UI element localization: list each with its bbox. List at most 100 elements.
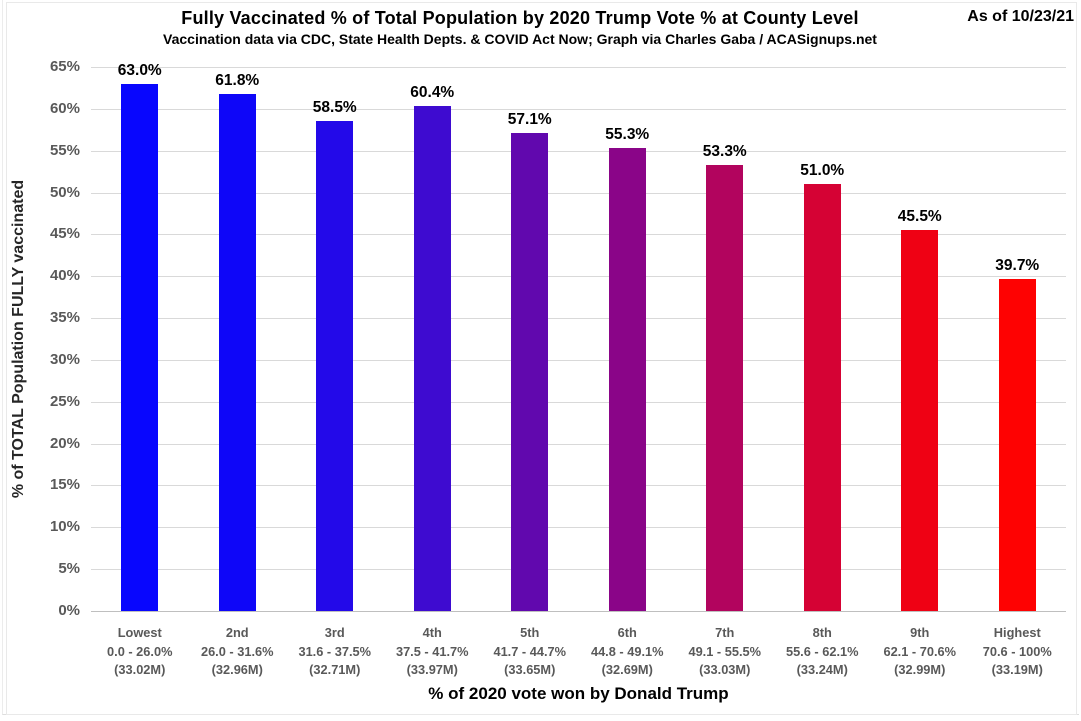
bar-value-label: 61.8% <box>215 71 260 89</box>
bar-value-label: 58.5% <box>312 99 357 117</box>
x-category-rank: 6th <box>617 625 637 640</box>
bar-value-label: 57.1% <box>507 111 552 129</box>
x-category: 5th 41.7 - 44.7% (33.65M) <box>481 624 579 680</box>
gridline <box>91 150 1066 152</box>
x-category-labels: Lowest 0.0 - 26.0% (33.02M) 2nd 26.0 - 31.6%… <box>91 624 1066 680</box>
x-category: 4th 37.5 - 41.7% (33.97M) <box>384 624 482 680</box>
gridline <box>91 234 1066 236</box>
bar-value-label: 51.0% <box>800 162 845 180</box>
x-category-rank: 4th <box>422 625 442 640</box>
bar-value-label: 53.3% <box>702 142 747 160</box>
x-category-range: 26.0 - 31.6% <box>200 643 274 659</box>
y-tick-label: 15% <box>49 476 80 494</box>
x-category-population: (33.02M) <box>114 662 166 677</box>
y-tick-label: 5% <box>58 560 80 578</box>
plot-area: 63.0% 61.8% 58.5% 60.4% 57.1% 55.3% 53.3% 51.0%… <box>91 62 1066 612</box>
x-category-population: (32.71M) <box>309 662 361 677</box>
bar <box>803 184 841 611</box>
bar <box>218 93 256 611</box>
x-category-range: 70.6 - 100% <box>982 643 1052 659</box>
gridline <box>91 359 1066 361</box>
gridline <box>91 192 1066 194</box>
x-category-rank: Highest <box>993 625 1041 640</box>
x-category: 2nd 26.0 - 31.6% (32.96M) <box>189 624 287 680</box>
bar <box>998 278 1036 611</box>
y-tick-label: 35% <box>49 309 80 327</box>
bar-value-label: 63.0% <box>117 61 162 79</box>
x-category-population: (33.24M) <box>796 662 848 677</box>
gridline <box>91 108 1066 110</box>
x-category: 6th 44.8 - 49.1% (32.69M) <box>579 624 677 680</box>
bar-slot: 57.1% <box>481 67 579 611</box>
bar <box>511 133 549 611</box>
x-category-rank: 2nd <box>225 625 249 640</box>
gridline <box>91 443 1066 445</box>
bar-value-label: 39.7% <box>995 256 1040 274</box>
bar-slot: 61.8% <box>189 67 287 611</box>
y-tick-label: 60% <box>49 99 80 117</box>
chart-title: Fully Vaccinated % of Total Population b… <box>181 8 859 28</box>
bar <box>413 105 451 611</box>
x-category-population: (33.65M) <box>504 662 556 677</box>
as-of-date: As of 10/23/21 <box>967 8 1074 25</box>
bar-slot: 58.5% <box>286 67 384 611</box>
x-category: Lowest 0.0 - 26.0% (33.02M) <box>91 624 189 680</box>
x-category-range: 0.0 - 26.0% <box>107 643 173 659</box>
bar-slot: 51.0% <box>774 67 872 611</box>
x-category-rank: 9th <box>910 625 930 640</box>
gridline <box>91 276 1066 278</box>
bar-slot: 60.4% <box>384 67 482 611</box>
gridline <box>91 485 1066 487</box>
bar-value-label: 55.3% <box>605 126 650 144</box>
bar-slot: 55.3% <box>579 67 677 611</box>
x-category-range: 55.6 - 62.1% <box>785 643 859 659</box>
y-tick-label: 55% <box>49 141 80 159</box>
bar-slot: 63.0% <box>91 62 189 611</box>
x-category-rank: Lowest <box>117 625 162 640</box>
chart-subtitle: Vaccination data via CDC, State Health D… <box>163 31 877 47</box>
x-category: Highest 70.6 - 100% (33.19M) <box>969 624 1067 680</box>
gridline <box>91 67 1066 68</box>
x-axis-title: % of 2020 vote won by Donald Trump <box>428 684 729 703</box>
gridline <box>91 318 1066 320</box>
gridline <box>91 527 1066 529</box>
x-category: 3rd 31.6 - 37.5% (32.71M) <box>286 624 384 680</box>
x-category: 8th 55.6 - 62.1% (33.24M) <box>774 624 872 680</box>
y-tick-label: 10% <box>49 518 80 536</box>
y-tick-label: 0% <box>58 602 80 619</box>
bar <box>608 148 646 611</box>
y-tick-label: 20% <box>49 434 80 452</box>
bar <box>316 121 354 611</box>
x-category: 7th 49.1 - 55.5% (33.03M) <box>676 624 774 680</box>
x-category-range: 41.7 - 44.7% <box>493 643 567 659</box>
gridline <box>91 401 1066 403</box>
x-category-range: 31.6 - 37.5% <box>298 643 372 659</box>
x-category-rank: 7th <box>715 625 735 640</box>
bar-slot: 45.5% <box>871 67 969 611</box>
y-tick-label: 25% <box>49 392 80 410</box>
x-category-rank: 3rd <box>324 625 345 640</box>
x-category-range: 37.5 - 41.7% <box>395 643 469 659</box>
bar <box>121 83 159 611</box>
x-category-population: (32.99M) <box>894 662 946 677</box>
x-category-range: 44.8 - 49.1% <box>590 643 664 659</box>
x-category-rank: 8th <box>812 625 832 640</box>
x-axis-line <box>91 611 1066 612</box>
x-category: 9th 62.1 - 70.6% (32.99M) <box>871 624 969 680</box>
x-category-population: (32.96M) <box>211 662 263 677</box>
y-tick-label: 50% <box>49 183 80 201</box>
x-category-population: (33.97M) <box>406 662 458 677</box>
y-tick-label: 40% <box>49 267 80 285</box>
bar <box>706 164 744 611</box>
x-category-range: 62.1 - 70.6% <box>883 643 957 659</box>
x-category-population: (33.19M) <box>991 662 1043 677</box>
x-category-population: (32.69M) <box>601 662 653 677</box>
bar-value-label: 60.4% <box>410 83 455 101</box>
bar-value-label: 45.5% <box>897 208 942 226</box>
y-tick-label: 65% <box>49 58 80 75</box>
x-category-population: (33.03M) <box>699 662 751 677</box>
bar-slot: 53.3% <box>676 67 774 611</box>
y-tick-label: 45% <box>49 225 80 243</box>
bar <box>901 230 939 611</box>
